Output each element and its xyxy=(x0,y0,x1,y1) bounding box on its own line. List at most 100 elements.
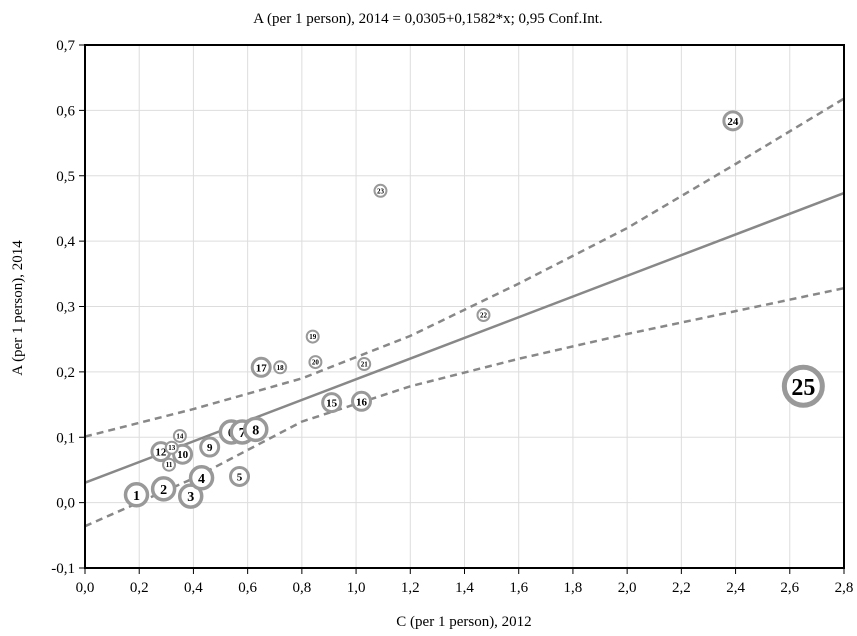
data-point-18: 18 xyxy=(273,360,288,375)
point-label: 19 xyxy=(309,333,317,341)
data-point-9: 9 xyxy=(199,436,221,458)
point-label: 7 xyxy=(239,426,246,441)
y-tick-label: 0,3 xyxy=(56,300,75,316)
x-tick-label: 1,8 xyxy=(564,580,583,596)
x-tick-label: 2,6 xyxy=(780,580,799,596)
point-label: 12 xyxy=(155,447,167,459)
data-point-20: 20 xyxy=(308,355,323,370)
y-axis-label: A (per 1 person), 2014 xyxy=(10,240,26,376)
x-tick-label: 1,2 xyxy=(401,580,420,596)
confidence-band xyxy=(84,97,845,528)
x-tick-label: 1,6 xyxy=(509,580,528,596)
point-label: 4 xyxy=(198,472,205,487)
point-label: 24 xyxy=(727,116,739,128)
point-marker xyxy=(177,483,204,509)
y-tick-label: 0,2 xyxy=(56,365,75,381)
confidence-lower-line xyxy=(84,286,845,528)
point-marker xyxy=(305,329,320,344)
data-point-2: 2 xyxy=(150,476,177,502)
point-label: 20 xyxy=(312,359,320,367)
point-label: 15 xyxy=(326,398,338,410)
data-point-16: 16 xyxy=(350,390,372,412)
point-label: 10 xyxy=(177,449,189,461)
point-label: 8 xyxy=(252,423,259,438)
data-points: 1234567891011121314151617181920212223242… xyxy=(123,110,825,509)
point-label: 23 xyxy=(377,187,385,195)
point-marker xyxy=(243,416,269,443)
point-label: 16 xyxy=(356,396,368,408)
x-tick-label: 0,2 xyxy=(130,580,149,596)
point-label: 3 xyxy=(187,490,194,505)
point-marker xyxy=(162,457,177,472)
point-marker xyxy=(357,357,372,372)
data-point-13: 13 xyxy=(164,440,179,455)
x-tick-label: 2,2 xyxy=(672,580,691,596)
x-tick-label: 0,0 xyxy=(76,580,95,596)
point-marker xyxy=(273,360,288,375)
y-tick-label: 0,0 xyxy=(56,496,75,512)
data-point-8: 8 xyxy=(243,416,269,443)
data-point-4: 4 xyxy=(188,465,215,491)
point-label: 21 xyxy=(361,361,369,369)
data-point-11: 11 xyxy=(162,457,177,472)
point-marker xyxy=(150,476,177,502)
data-point-23: 23 xyxy=(373,183,388,198)
point-marker xyxy=(781,364,825,408)
point-label: 22 xyxy=(480,312,488,320)
x-tick-label: 1,4 xyxy=(455,580,474,596)
point-label: 18 xyxy=(277,364,285,372)
point-marker xyxy=(722,110,744,132)
data-point-14: 14 xyxy=(172,428,187,443)
confidence-upper-line xyxy=(84,97,845,438)
point-marker xyxy=(476,307,491,322)
y-tick-label: 0,5 xyxy=(56,169,75,185)
point-marker xyxy=(321,392,343,414)
point-marker xyxy=(350,390,372,412)
data-point-24: 24 xyxy=(722,110,744,132)
chart-title: A (per 1 person), 2014 = 0,0305+0,1582*x… xyxy=(253,11,602,27)
y-tick-label: -0,1 xyxy=(51,561,75,577)
x-tick-label: 2,8 xyxy=(835,580,854,596)
y-axis-ticks: -0,1 0,0 0,1 0,2 0,3 0,4 0,5 0,6 0,7 xyxy=(51,38,85,577)
data-point-1: 1 xyxy=(123,482,150,508)
data-point-5: 5 xyxy=(229,465,251,487)
point-label: 9 xyxy=(207,442,213,454)
y-tick-label: 0,1 xyxy=(56,430,75,446)
point-label: 14 xyxy=(176,432,184,440)
y-tick-label: 0,7 xyxy=(56,38,75,54)
x-axis-label: C (per 1 person), 2012 xyxy=(396,614,531,630)
point-marker xyxy=(229,465,251,487)
point-label: 25 xyxy=(791,375,815,401)
point-marker xyxy=(373,183,388,198)
data-point-3: 3 xyxy=(177,483,204,509)
data-point-21: 21 xyxy=(357,357,372,372)
x-tick-label: 1,0 xyxy=(347,580,366,596)
y-tick-label: 0,4 xyxy=(56,234,75,250)
x-tick-label: 0,4 xyxy=(184,580,203,596)
x-tick-label: 2,4 xyxy=(726,580,745,596)
x-tick-label: 0,8 xyxy=(292,580,311,596)
point-label: 5 xyxy=(237,471,243,483)
point-label: 17 xyxy=(256,362,268,374)
point-label: 11 xyxy=(166,461,173,469)
plot-frame xyxy=(84,44,845,569)
data-point-22: 22 xyxy=(476,307,491,322)
data-point-19: 19 xyxy=(305,329,320,344)
y-tick-label: 0,6 xyxy=(56,103,75,119)
regression-line xyxy=(84,191,845,484)
point-marker xyxy=(308,355,323,370)
point-marker xyxy=(164,440,179,455)
point-marker xyxy=(123,482,150,508)
data-point-15: 15 xyxy=(321,392,343,414)
regression-line-group xyxy=(84,191,845,484)
point-label: 2 xyxy=(160,483,167,498)
point-marker xyxy=(172,428,187,443)
point-label: 13 xyxy=(168,444,176,452)
point-label: 1 xyxy=(133,489,140,504)
x-tick-label: 0,6 xyxy=(238,580,257,596)
point-marker xyxy=(250,356,272,378)
data-point-17: 17 xyxy=(250,356,272,378)
data-point-25: 25 xyxy=(781,364,825,408)
point-marker xyxy=(199,436,221,458)
